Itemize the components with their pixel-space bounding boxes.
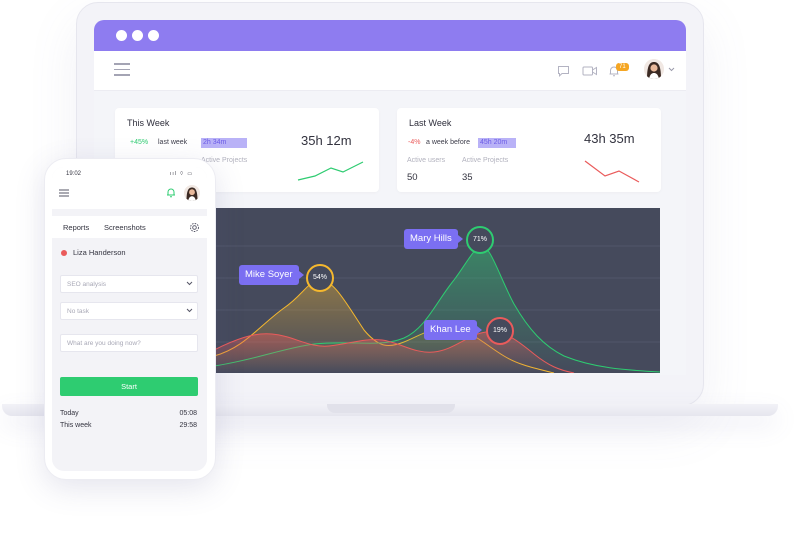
total-time: 43h 35m <box>584 131 635 146</box>
chevron-down-icon <box>186 281 193 286</box>
card-title: This Week <box>127 118 170 128</box>
compare-label: a week before <box>426 139 470 146</box>
active-projects-label: Active Projects <box>462 157 509 164</box>
series-percent-khan-lee: 19% <box>486 317 514 345</box>
active-projects-value: 35 <box>462 172 473 183</box>
sparkline-down <box>584 160 640 183</box>
status-dot <box>61 250 67 256</box>
total-time: 35h 12m <box>301 133 352 148</box>
series-area-khan-lee <box>214 331 574 373</box>
app-header: 71 <box>94 51 686 91</box>
series-label-mike-soyer: Mike Soyer <box>239 265 303 285</box>
project-select-value: SEO analysis <box>67 281 107 288</box>
gear-icon[interactable] <box>189 222 200 233</box>
change-percent: +45% <box>130 139 149 146</box>
bell-icon[interactable] <box>166 187 176 198</box>
user-row: Liza Handerson <box>52 244 207 264</box>
sparkline-up <box>297 161 364 181</box>
stat-label-today: Today <box>60 410 79 417</box>
compare-value: 2h 34m <box>201 138 247 148</box>
stat-value-today: 05:08 <box>179 410 197 417</box>
window-dot <box>132 30 143 41</box>
task-select[interactable]: No task <box>60 302 198 320</box>
avatar[interactable] <box>184 185 200 201</box>
active-projects-label: Active Projects <box>201 157 248 164</box>
window-dot <box>116 30 127 41</box>
window-dot <box>148 30 159 41</box>
chevron-down-icon[interactable] <box>668 67 675 72</box>
chevron-down-icon <box>186 308 193 313</box>
task-select-value: No task <box>67 308 90 315</box>
project-select[interactable]: SEO analysis <box>60 275 198 293</box>
mobile-app-screen: 19:02 ııl ⌔ ▭ Reports Screenshots Liza H… <box>52 167 207 471</box>
stat-label-this-week: This week <box>60 422 92 429</box>
series-percent-mary-hills: 71% <box>466 226 494 254</box>
active-users-value: 50 <box>407 172 418 183</box>
menu-icon[interactable] <box>59 189 69 197</box>
laptop-base-notch <box>327 404 455 413</box>
series-line-khan-lee <box>214 331 575 373</box>
activity-chart <box>214 208 660 373</box>
series-area-mary-hills <box>214 245 660 373</box>
tab-screenshots[interactable]: Screenshots <box>104 223 146 232</box>
series-percent-mike-soyer: 54% <box>306 264 334 292</box>
mobile-header: 19:02 ııl ⌔ ▭ <box>52 167 207 209</box>
window-titlebar <box>94 20 686 51</box>
stat-value-this-week: 29:58 <box>179 422 197 429</box>
avatar[interactable] <box>644 59 664 79</box>
status-time: 19:02 <box>66 171 82 177</box>
chat-icon[interactable] <box>557 65 570 77</box>
compare-value: 45h 20m <box>478 138 516 148</box>
active-users-label: Active users <box>407 157 446 164</box>
change-percent: -4% <box>408 139 421 146</box>
series-line-mary-hills <box>214 245 660 373</box>
mobile-tabs: Reports Screenshots <box>52 216 207 238</box>
card-title: Last Week <box>409 118 452 128</box>
activity-input[interactable]: What are you doing now? <box>60 334 198 352</box>
notification-badge: 71 <box>616 63 629 71</box>
last-week-card: Last Week -4% a week before 45h 20m 43h … <box>397 108 661 192</box>
start-button[interactable]: Start <box>60 377 198 396</box>
tab-reports[interactable]: Reports <box>63 223 90 232</box>
series-label-khan-lee: Khan Lee <box>424 320 482 340</box>
menu-icon[interactable] <box>114 63 130 76</box>
user-name: Liza Handerson <box>73 248 126 257</box>
series-label-mary-hills: Mary Hills <box>404 229 463 249</box>
status-icons: ııl ⌔ ▭ <box>170 171 194 177</box>
video-icon[interactable] <box>582 65 598 77</box>
activity-input-placeholder: What are you doing now? <box>67 340 141 347</box>
compare-label: last week <box>158 139 188 146</box>
